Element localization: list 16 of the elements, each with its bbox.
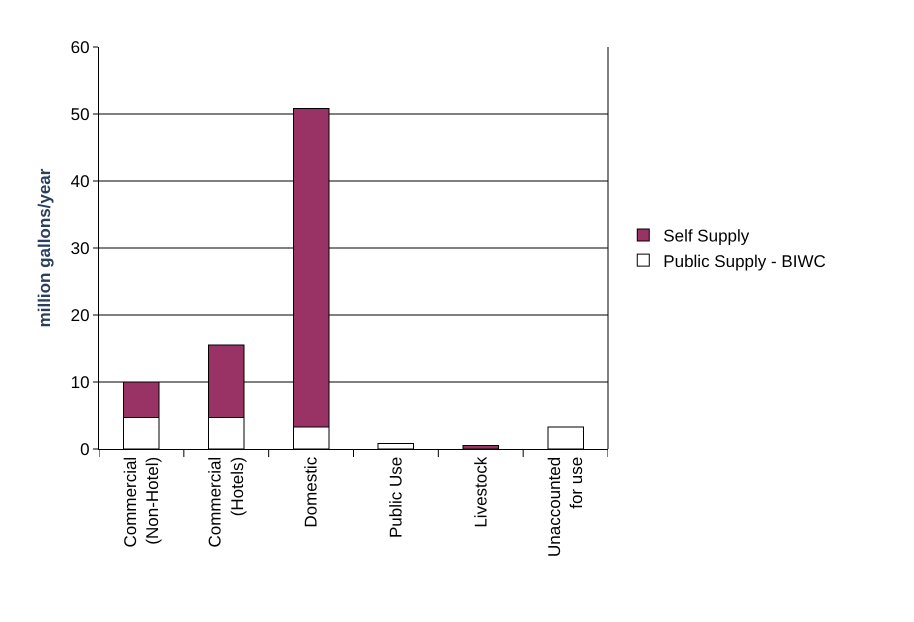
- x-tick-label: Unaccounted for use: [545, 456, 586, 557]
- y-tick-label: 50: [70, 104, 90, 124]
- y-tick-label: 20: [70, 306, 90, 325]
- x-tick-label: Domestic: [302, 456, 321, 528]
- x-tick-label: Livestock: [471, 456, 490, 528]
- x-tick-label: Commercial (Hotels): [206, 456, 247, 548]
- y-tick-label: 30: [70, 238, 90, 258]
- legend-label: Public Supply - BIWC: [663, 252, 826, 271]
- y-axis-title: million gallons/year: [35, 168, 54, 328]
- legend-label: Self Supply: [663, 226, 750, 246]
- y-tick-label: 10: [70, 372, 90, 392]
- y-tick-label: 60: [70, 38, 90, 57]
- x-tick-label: Commercial (Non-Hotel): [120, 456, 162, 548]
- x-tick-label: Public Use: [386, 456, 406, 538]
- y-tick-label: 40: [70, 172, 90, 191]
- y-tick-label: 0: [80, 440, 90, 459]
